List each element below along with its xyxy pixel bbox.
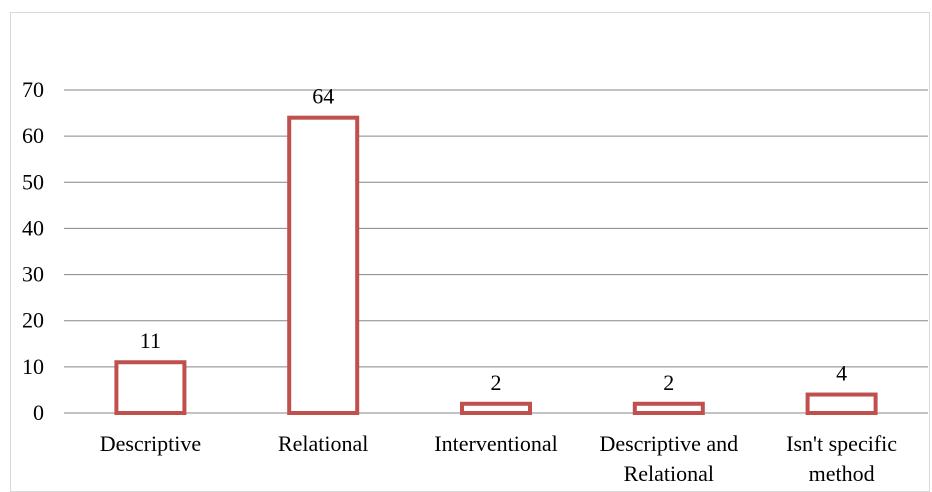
- bar: [805, 392, 878, 415]
- y-tick-label: 30: [22, 262, 44, 287]
- x-category-label: Descriptive: [100, 431, 201, 456]
- bar: [460, 401, 532, 415]
- data-label: 64: [312, 84, 334, 109]
- bar: [287, 115, 360, 416]
- y-tick-label: 70: [22, 77, 44, 102]
- y-tick-label: 40: [22, 215, 44, 240]
- x-category-label: Relational: [278, 431, 368, 456]
- data-label: 2: [663, 370, 674, 395]
- bar: [632, 401, 705, 415]
- y-tick-label: 50: [22, 169, 44, 194]
- x-category-label: Relational: [624, 461, 714, 486]
- x-category-label: method: [809, 461, 875, 486]
- y-tick-label: 10: [22, 354, 44, 379]
- y-tick-label: 0: [33, 400, 44, 425]
- data-label: 2: [491, 370, 502, 395]
- bar: [114, 360, 187, 415]
- y-tick-label: 20: [22, 308, 44, 333]
- x-category-label: Descriptive and: [599, 431, 738, 456]
- data-label: 4: [836, 361, 847, 386]
- data-label: 11: [140, 328, 161, 353]
- x-category-label: Interventional: [434, 431, 557, 456]
- y-tick-label: 60: [22, 123, 44, 148]
- x-category-label: Isn't specific: [786, 431, 897, 456]
